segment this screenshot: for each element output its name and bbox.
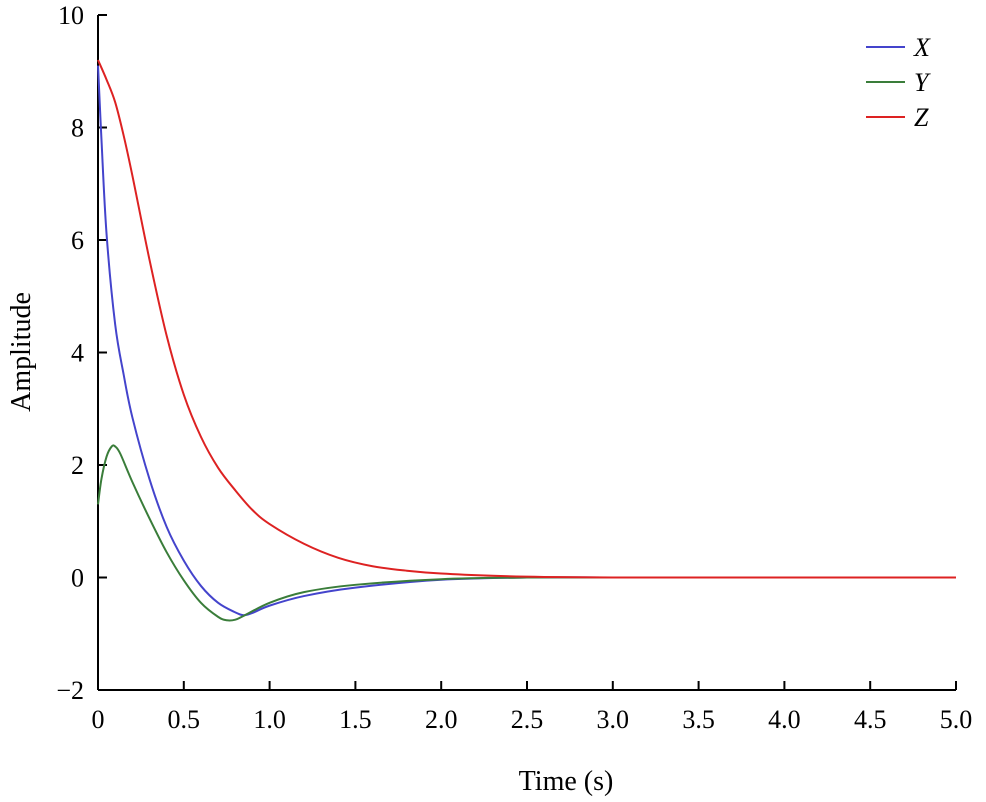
x-tick-label: 3.0 [597,705,630,734]
x-tick-label: 2.5 [511,705,544,734]
series-line-z [97,59,956,579]
y-ticks: −2 0 2 4 6 8 10 [56,1,107,705]
y-tick-label: 2 [71,451,84,480]
legend-label-z: Z [914,103,929,132]
x-ticks: 0 0.5 1.0 1.5 2.0 2.5 3.0 3.5 4.0 4.5 5.0 [92,681,973,734]
y-tick-label: 8 [71,114,84,143]
x-tick-label: 4.0 [768,705,801,734]
x-tick-label: 4.5 [854,705,887,734]
x-tick-label: 0 [92,705,105,734]
x-tick-label: 5.0 [940,705,973,734]
y-tick-label: 0 [71,564,84,593]
series-line-y [97,444,956,622]
x-axis-label: Time (s) [519,766,614,797]
x-tick-label: 1.5 [339,705,372,734]
series-line-x [97,65,956,617]
y-tick-label: 10 [58,1,84,30]
y-tick-label: 6 [71,226,84,255]
legend: XYZ [866,33,931,132]
x-tick-label: 2.0 [425,705,458,734]
legend-label-x: X [913,33,931,62]
x-tick-label: 0.5 [168,705,201,734]
x-tick-label: 3.5 [682,705,715,734]
y-tick-label: 4 [71,339,84,368]
series-lines [97,59,956,622]
x-tick-label: 1.0 [253,705,286,734]
axes [97,15,956,691]
legend-label-y: Y [914,68,931,97]
y-tick-label: −2 [56,676,84,705]
y-axis-label: Amplitude [6,292,37,412]
